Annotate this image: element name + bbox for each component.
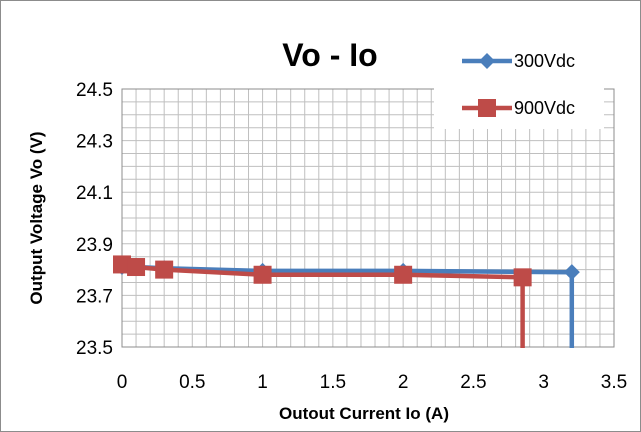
legend-marker-300vdc [479, 53, 495, 69]
x-tick-label: 3.5 [601, 372, 627, 393]
grid [121, 88, 615, 348]
y-tick-label: 23.9 [76, 235, 113, 256]
legend-marker-900vdc [478, 99, 496, 117]
y-tick-label: 24.5 [76, 80, 113, 101]
chart-title: Vo - Io [282, 37, 377, 73]
data-point-900vdc [127, 258, 146, 277]
series-line-900vdc [121, 262, 525, 348]
x-axis-title: Outout Current Io (A) [279, 404, 449, 423]
data-point-900vdc [113, 255, 131, 274]
x-tick-label: 2.5 [460, 372, 486, 393]
legend-label-300vdc: 300Vdc [514, 51, 575, 71]
legend-item-900vdc: 900Vdc [462, 98, 575, 118]
x-tick-label: 0.5 [179, 372, 205, 393]
x-tick-label: 1 [257, 372, 268, 393]
x-tick-label: 0 [117, 372, 128, 393]
legend-background [434, 33, 604, 129]
y-tick-label: 23.5 [76, 338, 113, 359]
legend-label-900vdc: 900Vdc [514, 98, 575, 118]
y-tick-label: 24.1 [76, 183, 113, 204]
legend: 300Vdc 900Vdc [434, 33, 604, 129]
data-point-900vdc [155, 260, 174, 279]
x-tick-label: 3 [538, 372, 549, 393]
data-point-900vdc [394, 265, 413, 284]
data-point-900vdc [253, 265, 272, 284]
plot-area-border [121, 88, 615, 348]
x-tick-label: 1.5 [320, 372, 346, 393]
y-tick-label: 24.3 [76, 132, 113, 153]
legend-item-300vdc: 300Vdc [462, 51, 575, 71]
series-layer [113, 255, 580, 348]
y-axis-title: Output Voltage Vo (V) [27, 131, 46, 304]
y-tick-label: 23.7 [76, 286, 113, 307]
data-point-900vdc [513, 268, 532, 287]
tick-labels: 0 0.5 1 1.5 2 2.5 3 3.5 24.5 24.3 24.1 23.9 23.7 23.5 [76, 80, 627, 393]
x-tick-label: 2 [398, 372, 409, 393]
data-point-300vdc [563, 264, 580, 281]
